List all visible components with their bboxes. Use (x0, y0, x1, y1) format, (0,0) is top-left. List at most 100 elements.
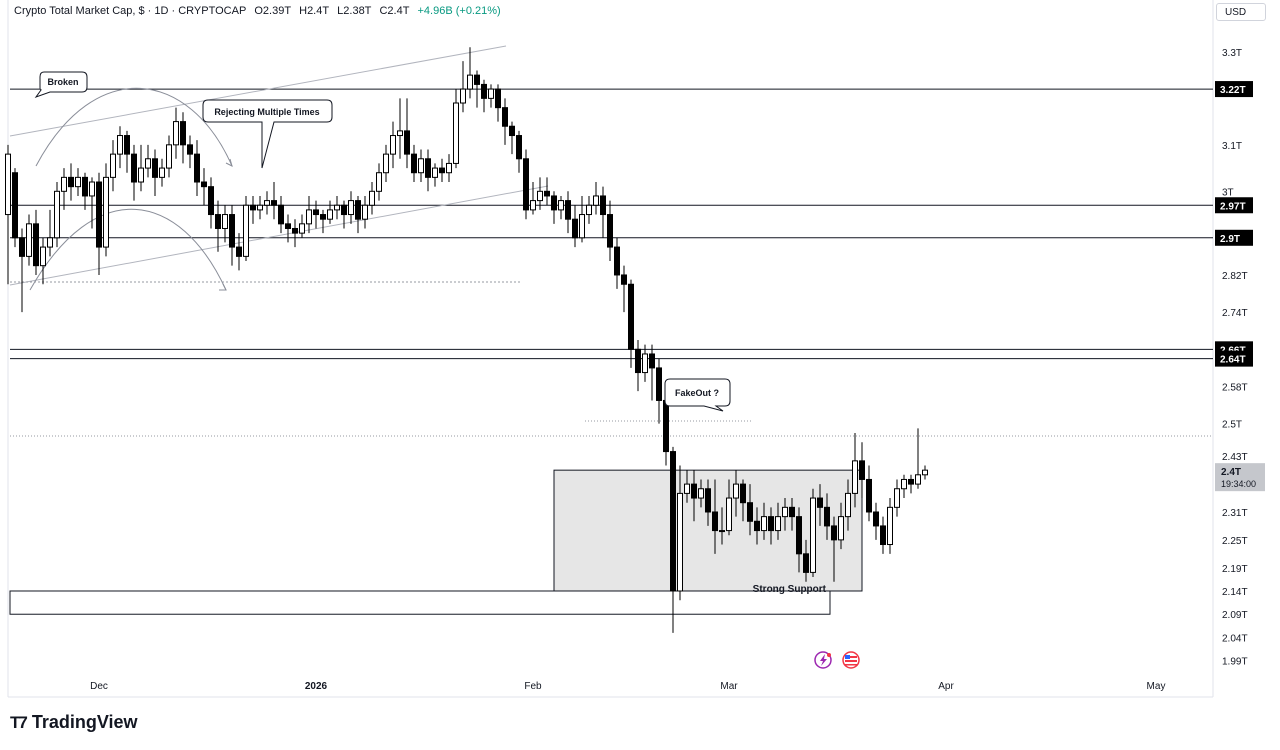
candle[interactable] (19, 228, 25, 313)
candle[interactable] (222, 205, 228, 243)
candle[interactable] (47, 209, 53, 257)
candle[interactable] (110, 140, 116, 192)
candle[interactable] (719, 507, 725, 545)
candle[interactable] (887, 498, 893, 554)
candle[interactable] (579, 195, 585, 243)
candle[interactable] (509, 121, 515, 155)
candle[interactable] (229, 205, 235, 266)
candle[interactable] (250, 195, 256, 224)
candle[interactable] (439, 158, 445, 183)
flag-icon[interactable] (842, 651, 860, 669)
candle[interactable] (362, 195, 368, 229)
price-level-tag[interactable]: 3.22T (1215, 81, 1253, 98)
candle[interactable] (677, 465, 683, 601)
candle[interactable] (341, 200, 347, 229)
candle[interactable] (488, 84, 494, 108)
candle[interactable] (572, 205, 578, 248)
candle[interactable] (754, 507, 760, 545)
candle[interactable] (502, 98, 508, 145)
candle[interactable] (166, 135, 172, 178)
candle[interactable] (544, 177, 550, 206)
candle[interactable] (747, 484, 753, 536)
candle[interactable] (586, 195, 592, 224)
candle[interactable] (607, 200, 613, 262)
candle[interactable] (68, 163, 74, 201)
candle[interactable] (768, 507, 774, 545)
candle[interactable] (61, 168, 67, 210)
candle[interactable] (516, 130, 522, 173)
candle[interactable] (649, 344, 655, 401)
candle[interactable] (320, 209, 326, 234)
candle[interactable] (859, 442, 865, 499)
candle[interactable] (726, 479, 732, 536)
candle[interactable] (852, 432, 858, 508)
candle[interactable] (327, 200, 333, 224)
candle[interactable] (733, 470, 739, 517)
candle[interactable] (334, 195, 340, 220)
candle[interactable] (712, 479, 718, 554)
candle[interactable] (96, 172, 102, 275)
candle[interactable] (194, 140, 200, 196)
candle[interactable] (383, 144, 389, 183)
candle[interactable] (593, 182, 599, 215)
candle[interactable] (411, 144, 417, 183)
candle[interactable] (173, 107, 179, 159)
currency-button[interactable]: USD (1216, 3, 1266, 21)
candle[interactable] (796, 507, 802, 573)
candle[interactable] (922, 465, 928, 480)
candle[interactable] (348, 191, 354, 224)
candle[interactable] (89, 177, 95, 229)
candle[interactable] (138, 144, 144, 192)
candle[interactable] (698, 479, 704, 508)
candle[interactable] (201, 168, 207, 206)
candle[interactable] (901, 474, 907, 499)
candle[interactable] (740, 479, 746, 522)
candle[interactable] (600, 186, 606, 238)
price-axis[interactable]: 3.4T3.3T3.1T3T2.82T2.74T2.58T2.5T2.43T2.… (1222, 11, 1248, 668)
candle[interactable] (292, 219, 298, 248)
candle[interactable] (614, 237, 620, 289)
candle[interactable] (446, 154, 452, 183)
candle[interactable] (880, 516, 886, 554)
candle[interactable] (159, 158, 165, 187)
candle[interactable] (761, 502, 767, 540)
symbol-title[interactable]: Crypto Total Market Cap, $ · 1D · CRYPTO… (14, 5, 247, 17)
candle[interactable] (565, 191, 571, 234)
candle[interactable] (894, 479, 900, 517)
candle[interactable] (670, 446, 676, 633)
price-level-tag[interactable]: 2.64T (1215, 350, 1253, 367)
candle[interactable] (558, 195, 564, 220)
candle[interactable] (145, 144, 151, 178)
candle[interactable] (117, 126, 123, 169)
tradingview-logo[interactable]: T7 TradingView (10, 712, 138, 733)
candle[interactable] (537, 177, 543, 210)
candle[interactable] (264, 191, 270, 215)
candle[interactable] (124, 130, 130, 173)
candle[interactable] (131, 144, 137, 201)
candle[interactable] (691, 470, 697, 522)
candle[interactable] (705, 479, 711, 526)
candle[interactable] (467, 47, 473, 99)
candle[interactable] (684, 470, 690, 503)
candle[interactable] (915, 428, 921, 489)
candle[interactable] (810, 488, 816, 578)
time-axis[interactable]: Dec 2026 Feb Mar Apr May (90, 681, 1165, 692)
candle[interactable] (425, 149, 431, 192)
candle[interactable] (5, 144, 11, 285)
candle[interactable] (628, 279, 634, 368)
candle[interactable] (376, 163, 382, 201)
candle[interactable] (271, 182, 277, 220)
candle[interactable] (838, 502, 844, 550)
candle[interactable] (278, 195, 284, 234)
candle[interactable] (397, 98, 403, 159)
candle[interactable] (551, 191, 557, 224)
candle[interactable] (460, 61, 466, 113)
candle[interactable] (103, 163, 109, 257)
candle[interactable] (495, 84, 501, 122)
candle[interactable] (530, 182, 536, 215)
candle[interactable] (82, 172, 88, 210)
candle[interactable] (215, 200, 221, 252)
candle[interactable] (404, 98, 410, 169)
candle[interactable] (208, 177, 214, 229)
candle[interactable] (782, 498, 788, 531)
